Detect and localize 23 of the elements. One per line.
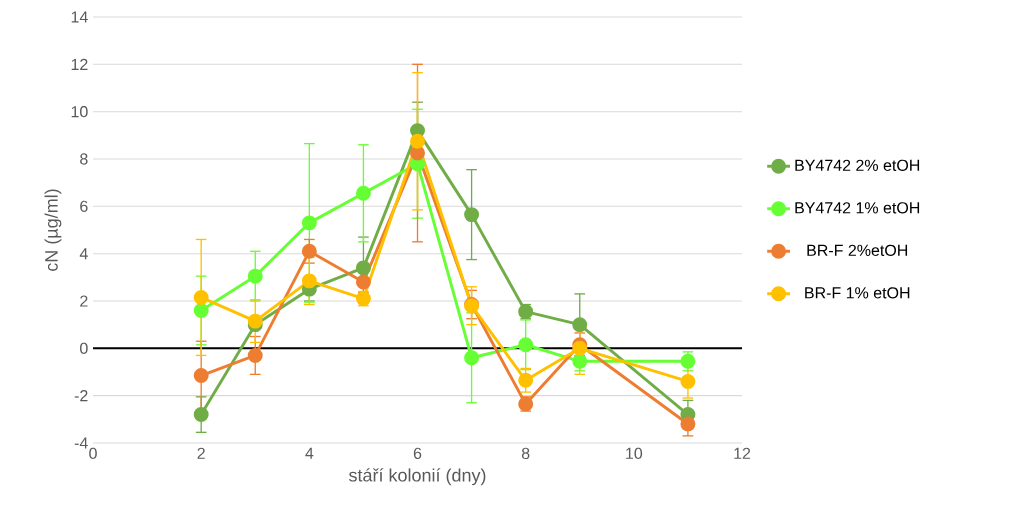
y-tick-label: 14 [71, 11, 88, 23]
y-tick-label: 0 [80, 342, 88, 354]
y-tick-label: 6 [80, 200, 88, 212]
legend-label: BR-F 1% etOH [805, 287, 910, 299]
y-tick-label: 4 [79, 248, 88, 260]
legend-label: BY4742 1% etOH [795, 202, 920, 214]
legend-label: BR-F 2%etOH [807, 244, 908, 256]
y-tick-label: 10 [71, 106, 88, 118]
x-tick-label: 10 [626, 447, 643, 460]
x-tick-label: 2 [197, 447, 205, 459]
y-tick-label: 12 [71, 58, 88, 70]
x-tick-label: 6 [413, 447, 422, 460]
x-tick-label: 4 [305, 447, 314, 459]
y-tick-label: 8 [80, 153, 88, 165]
y-axis-title: cN (µg/ml) [44, 189, 62, 271]
x-tick-label: 0 [89, 447, 97, 460]
x-axis-title: stáří kolonií (dny) [348, 468, 486, 486]
y-tick-label: -4 [74, 437, 88, 449]
y-tick-label: 2 [80, 295, 88, 307]
legend-label: BY4742 2% etOH [795, 159, 920, 171]
x-tick-label: 8 [521, 447, 530, 460]
y-tick-label: -2 [74, 390, 88, 402]
x-tick-label: 12 [734, 447, 751, 459]
